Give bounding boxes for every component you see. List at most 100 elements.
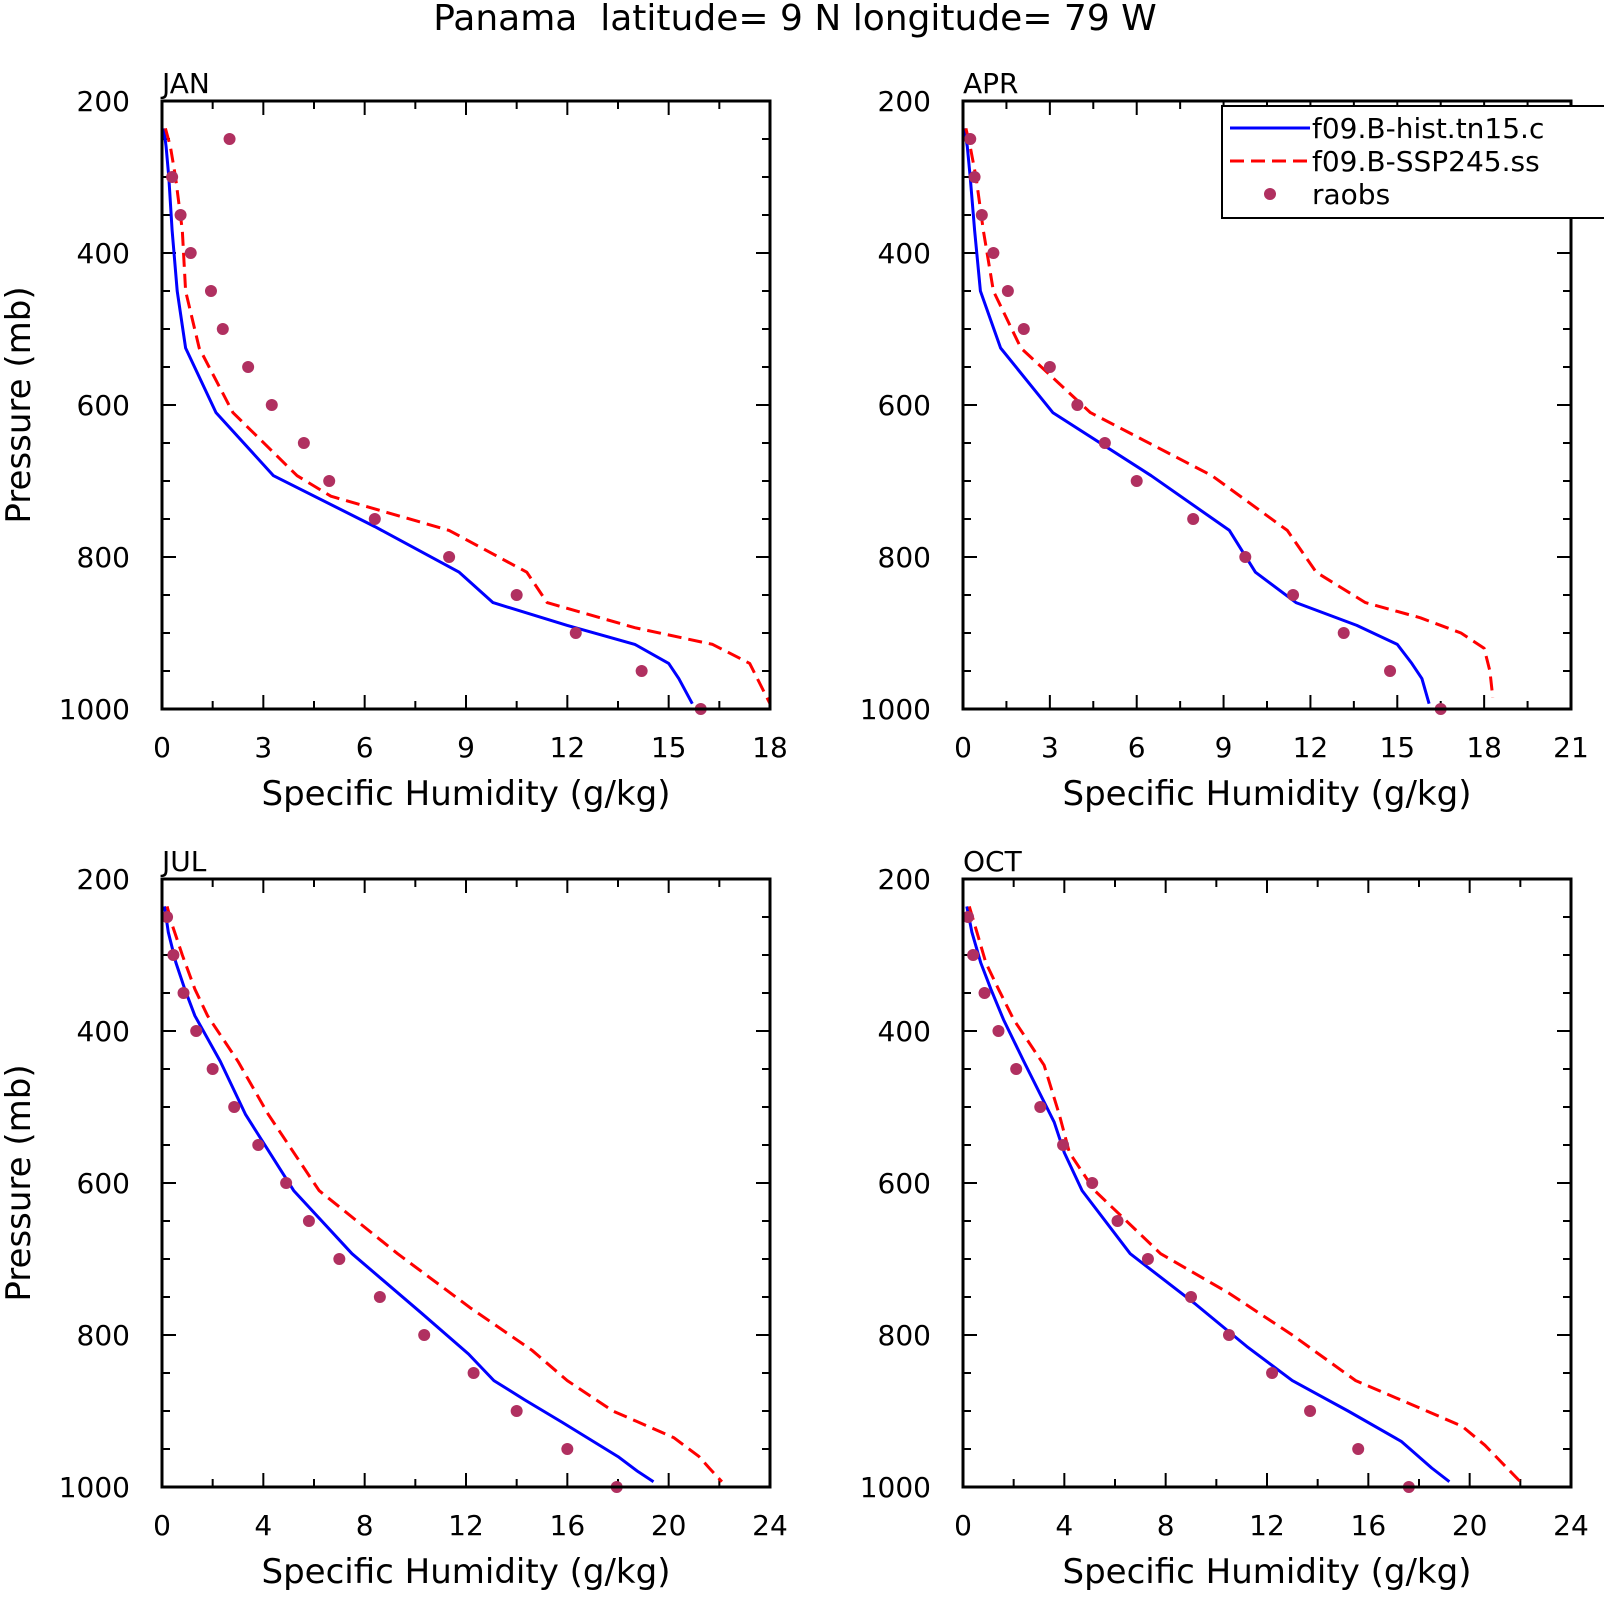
apr-raob-point — [964, 133, 977, 145]
apr-raob-point — [1017, 323, 1030, 335]
jul-x-tick-label: 8 — [356, 1509, 374, 1542]
apr-raob-point — [1098, 437, 1111, 449]
legend-marker-raobs — [1264, 188, 1276, 200]
jul-raob-point — [190, 1025, 203, 1037]
jul-raob-point — [467, 1367, 480, 1379]
jan-x-tick-label: 0 — [153, 731, 171, 764]
jul-y-tick-label: 600 — [77, 1167, 130, 1200]
jan-raob-point — [569, 627, 582, 639]
jul-raob-point — [280, 1177, 293, 1189]
apr-plot-frame — [961, 99, 1573, 711]
apr-y-tick-label: 600 — [878, 389, 931, 422]
apr-raob-point — [1287, 589, 1300, 601]
apr-x-tick-label: 21 — [1553, 731, 1589, 764]
jan-raob-point — [216, 323, 229, 335]
jan-y-tick-label: 800 — [77, 541, 130, 574]
jul-x-tick-label: 24 — [752, 1509, 788, 1542]
jul-y-tick-label: 200 — [77, 863, 130, 896]
oct-series-hist — [965, 906, 1451, 1483]
jan-raob-point — [443, 551, 456, 563]
apr-series-ssp — [964, 128, 1495, 698]
oct-raob-point — [1223, 1329, 1235, 1341]
jul-x-tick-label: 12 — [448, 1509, 484, 1542]
jan-x-axis-label: Specific Humidity (g/kg) — [262, 774, 671, 814]
apr-x-axis-label: Specific Humidity (g/kg) — [1063, 774, 1472, 814]
jul-raob-point — [228, 1101, 241, 1113]
oct-raob-point — [1141, 1253, 1154, 1265]
jan-y-tick-label: 600 — [77, 389, 130, 422]
oct-raob-point — [967, 949, 980, 961]
oct-raob-point — [978, 987, 991, 999]
jan-raob-point — [323, 475, 336, 487]
jul-raob-point — [177, 987, 190, 999]
oct-raob-point — [1086, 1177, 1099, 1189]
apr-y-tick-label: 1000 — [860, 693, 931, 726]
oct-raob-point — [1352, 1443, 1365, 1455]
jul-raob-point — [206, 1063, 219, 1075]
apr-x-tick-label: 6 — [1128, 731, 1146, 764]
jan-y-tick-label: 200 — [77, 85, 130, 118]
jul-y-tick-label: 800 — [77, 1319, 130, 1352]
apr-raob-point — [1043, 361, 1056, 373]
oct-raob-point — [962, 911, 975, 923]
oct-raob-point — [1111, 1215, 1124, 1227]
jul-x-tick-label: 16 — [550, 1509, 586, 1542]
jan-y-tick-label: 400 — [77, 237, 130, 270]
jul-y-axis-label: Pressure (mb) — [0, 1064, 39, 1301]
legend-label-1: f09.B-SSP245.ss — [1312, 145, 1540, 178]
oct-y-tick-label: 1000 — [860, 1471, 931, 1504]
jul-raob-point — [302, 1215, 315, 1227]
oct-raob-point — [1266, 1367, 1279, 1379]
jul-raob-point — [333, 1253, 346, 1265]
oct-raob-point — [1057, 1139, 1070, 1151]
oct-x-tick-label: 20 — [1452, 1509, 1488, 1542]
jul-x-tick-label: 0 — [153, 1509, 171, 1542]
oct-raob-point — [1034, 1101, 1047, 1113]
apr-x-tick-label: 12 — [1293, 731, 1329, 764]
jan-raob-point — [635, 665, 648, 677]
jan-series-ssp — [163, 128, 772, 705]
jan-raob-point — [223, 133, 236, 145]
apr-y-tick-label: 800 — [878, 541, 931, 574]
apr-x-tick-label: 15 — [1379, 731, 1415, 764]
legend-label-0: f09.B-hist.tn15.c — [1312, 112, 1544, 145]
jan-raob-point — [297, 437, 310, 449]
apr-raob-point — [1337, 627, 1350, 639]
jan-raob-point — [166, 171, 179, 183]
apr-raob-point — [1239, 551, 1252, 563]
oct-plot-frame — [961, 877, 1573, 1489]
jul-x-axis-label: Specific Humidity (g/kg) — [262, 1552, 671, 1592]
oct-x-tick-label: 16 — [1351, 1509, 1387, 1542]
jul-plot-frame — [160, 877, 772, 1489]
apr-raob-point — [1384, 665, 1397, 677]
jan-plot-frame — [160, 99, 772, 711]
jul-raob-point — [418, 1329, 431, 1341]
apr-y-tick-label: 400 — [878, 237, 931, 270]
apr-raob-point — [1071, 399, 1084, 411]
oct-raob-point — [992, 1025, 1005, 1037]
oct-y-tick-label: 400 — [878, 1015, 931, 1048]
apr-x-tick-label: 18 — [1466, 731, 1502, 764]
jul-raob-point — [561, 1443, 574, 1455]
oct-raob-point — [1010, 1063, 1023, 1075]
jan-raob-point — [368, 513, 381, 525]
oct-series-ssp — [967, 905, 1522, 1483]
apr-raob-point — [1130, 475, 1143, 487]
oct-raob-point — [1304, 1405, 1317, 1417]
jul-raob-point — [167, 949, 180, 961]
apr-raob-point — [1187, 513, 1200, 525]
legend-label-2: raobs — [1312, 178, 1390, 211]
apr-y-tick-label: 200 — [878, 85, 931, 118]
apr-raob-point — [975, 209, 988, 221]
jul-panel-label: JUL — [160, 845, 207, 878]
oct-panel-label: OCT — [963, 845, 1023, 878]
jan-raob-point — [510, 589, 523, 601]
oct-x-tick-label: 24 — [1553, 1509, 1589, 1542]
oct-raob-point — [1185, 1291, 1197, 1303]
jan-x-tick-label: 9 — [457, 731, 475, 764]
jul-y-tick-label: 400 — [77, 1015, 130, 1048]
jul-x-tick-label: 4 — [254, 1509, 272, 1542]
apr-series-hist — [962, 128, 1431, 705]
jul-raob-point — [252, 1139, 265, 1151]
